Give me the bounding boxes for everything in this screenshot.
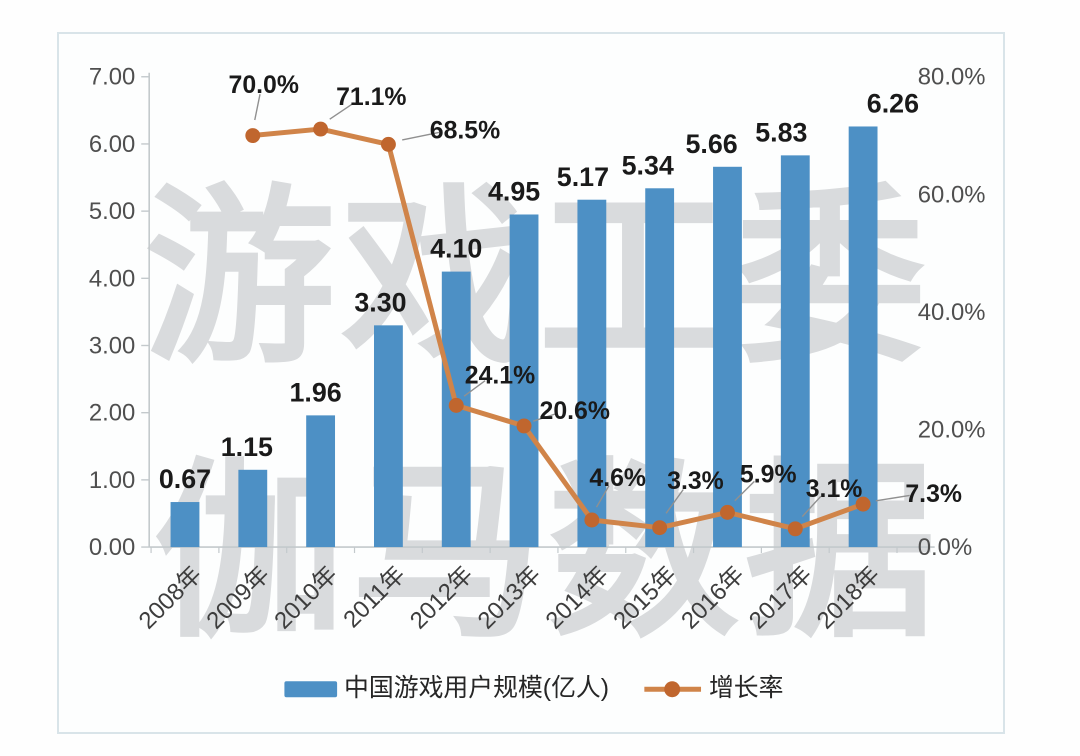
bar-value-label: 1.96 [290, 377, 342, 407]
growth-rate-value-label: 3.3% [667, 468, 724, 495]
bar-2009年 [238, 469, 268, 548]
right-axis-tick-label: 20.0% [918, 416, 986, 443]
growth-rate-value-label: 71.1% [336, 84, 406, 111]
bar-2008年 [170, 502, 200, 548]
growth-rate-value-label: 20.6% [540, 398, 610, 425]
watermark-char: 委 [735, 172, 926, 385]
growth-rate-marker [584, 512, 600, 528]
bar-value-label: 6.26 [867, 89, 919, 119]
bar-2013年 [509, 214, 539, 548]
right-axis-tick-label: 60.0% [918, 181, 986, 208]
bar-value-label: 5.34 [622, 150, 674, 180]
growth-rate-marker [855, 496, 871, 512]
growth-rate-value-label: 5.9% [740, 462, 797, 489]
left-axis-tick-label: 0.00 [89, 534, 135, 561]
growth-rate-marker [787, 521, 803, 537]
chart-card: 游戏工委伽马数据 7.00 6.00 5.00 4.00 3.00 2.00 1.00 0.00… [57, 32, 1005, 734]
callout-leader-line [329, 102, 355, 120]
bar-value-label: 4.10 [430, 234, 482, 264]
growth-rate-value-label: 7.3% [905, 481, 962, 508]
callout-leader-line [463, 380, 486, 397]
bar-value-label: 3.30 [354, 287, 406, 317]
chart-canvas: 游戏工委伽马数据7.006.005.004.003.002.001.000.00… [89, 64, 986, 702]
bar-value-label: 5.17 [557, 162, 609, 192]
bar-2014年 [577, 199, 607, 548]
bar-2016年 [713, 166, 742, 548]
bar-2011年 [373, 325, 403, 548]
watermark-char: 游 [144, 172, 335, 385]
callout-leader-line [532, 412, 558, 422]
bar-2010年 [306, 415, 336, 548]
callout-leader-line [665, 489, 684, 514]
legend-line-marker [664, 681, 681, 698]
growth-rate-marker [448, 397, 464, 413]
bar-value-label: 0.67 [159, 464, 211, 494]
callout-leader-line [734, 480, 755, 502]
left-axis-tick-label: 1.00 [89, 467, 135, 494]
callout-leader-line [254, 94, 261, 121]
left-axis-tick-label: 2.00 [89, 400, 135, 427]
bar-2015年 [645, 188, 675, 548]
watermark-char: 工 [538, 172, 729, 385]
bar-value-label: 5.83 [755, 117, 807, 147]
callout-leader-line [801, 495, 822, 518]
bar-value-label: 1.15 [221, 432, 273, 462]
left-axis-tick-label: 4.00 [89, 265, 135, 292]
growth-rate-marker [720, 504, 735, 520]
bar-2018年 [848, 126, 878, 548]
growth-rate-marker [245, 128, 261, 144]
growth-rate-marker [313, 121, 329, 137]
left-axis-tick-label: 7.00 [89, 64, 135, 91]
right-axis-tick-label: 40.0% [918, 299, 986, 326]
legend-label-growth: 增长率 [709, 674, 784, 702]
growth-rate-value-label: 68.5% [430, 117, 500, 144]
watermark-char: 据 [745, 447, 936, 660]
callout-leader-line [595, 485, 610, 508]
growth-rate-marker [380, 136, 396, 152]
bar-value-label: 5.66 [685, 129, 737, 159]
right-axis-tick-label: 80.0% [918, 64, 986, 91]
growth-rate-line [252, 126, 864, 532]
bar-value-label: 4.95 [488, 177, 540, 207]
right-axis-tick-label: 0.0% [918, 534, 972, 561]
left-axis-tick-label: 3.00 [89, 332, 135, 359]
callout-leader-line [402, 131, 440, 141]
growth-rate-value-label: 24.1% [465, 363, 535, 390]
callout-leader-line [875, 494, 910, 502]
growth-rate-marker [516, 418, 532, 434]
legend-label-users: 中国游戏用户规模(亿人) [344, 674, 609, 702]
left-axis-tick-label: 5.00 [89, 198, 135, 225]
growth-rate-value-label: 3.1% [806, 476, 863, 503]
growth-rate-marker [652, 520, 668, 536]
watermark-char: 戏 [341, 172, 532, 385]
bar-2017年 [780, 155, 810, 548]
growth-rate-value-label: 70.0% [229, 72, 299, 99]
legend-bar-swatch [284, 681, 338, 698]
growth-rate-value-label: 4.6% [589, 465, 646, 492]
left-axis-tick-label: 6.00 [89, 131, 135, 158]
